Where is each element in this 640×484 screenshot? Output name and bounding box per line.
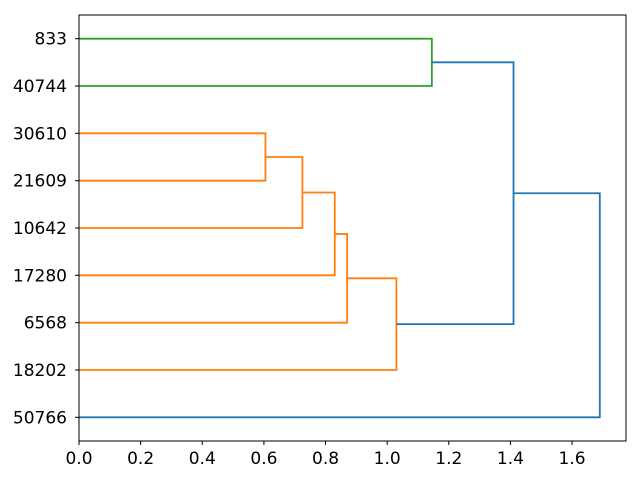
dendrogram-link bbox=[79, 233, 349, 324]
x-tick-label: 0.8 bbox=[312, 449, 339, 469]
x-tick-label: 1.4 bbox=[497, 449, 524, 469]
leaf-label: 40744 bbox=[13, 77, 67, 97]
x-tick-label: 0.0 bbox=[65, 449, 92, 469]
leaf-label: 21609 bbox=[13, 172, 67, 192]
leaf-label: 30610 bbox=[13, 124, 67, 144]
x-tick-label: 1.2 bbox=[435, 449, 462, 469]
dendrogram-link bbox=[79, 156, 304, 229]
leaf-label: 17280 bbox=[13, 266, 67, 286]
leaf-label: 833 bbox=[35, 30, 67, 50]
x-tick-label: 0.6 bbox=[250, 449, 277, 469]
dendrogram-link bbox=[79, 277, 398, 371]
leaf-label: 50766 bbox=[13, 408, 67, 428]
x-tick-label: 1.6 bbox=[559, 449, 586, 469]
dendrogram-links bbox=[79, 37, 601, 419]
leaf-label: 18202 bbox=[13, 361, 67, 381]
dendrogram-link bbox=[396, 61, 515, 326]
dendrogram-link bbox=[79, 191, 336, 277]
dendrogram-link bbox=[79, 37, 433, 87]
x-tick-label: 0.4 bbox=[189, 449, 216, 469]
dendrogram-link bbox=[79, 132, 267, 182]
x-tick-label: 0.2 bbox=[127, 449, 154, 469]
y-axis: 833 40744 30610 21609 10642 17280 6568 18202 507… bbox=[13, 30, 79, 428]
leaf-label: 10642 bbox=[13, 219, 67, 239]
leaf-label: 6568 bbox=[24, 314, 67, 334]
x-axis: 0.0 0.2 0.4 0.6 0.8 1.0 1.2 1.4 1.6 bbox=[65, 441, 586, 469]
dendrogram-link bbox=[79, 192, 601, 419]
x-tick-label: 1.0 bbox=[374, 449, 401, 469]
